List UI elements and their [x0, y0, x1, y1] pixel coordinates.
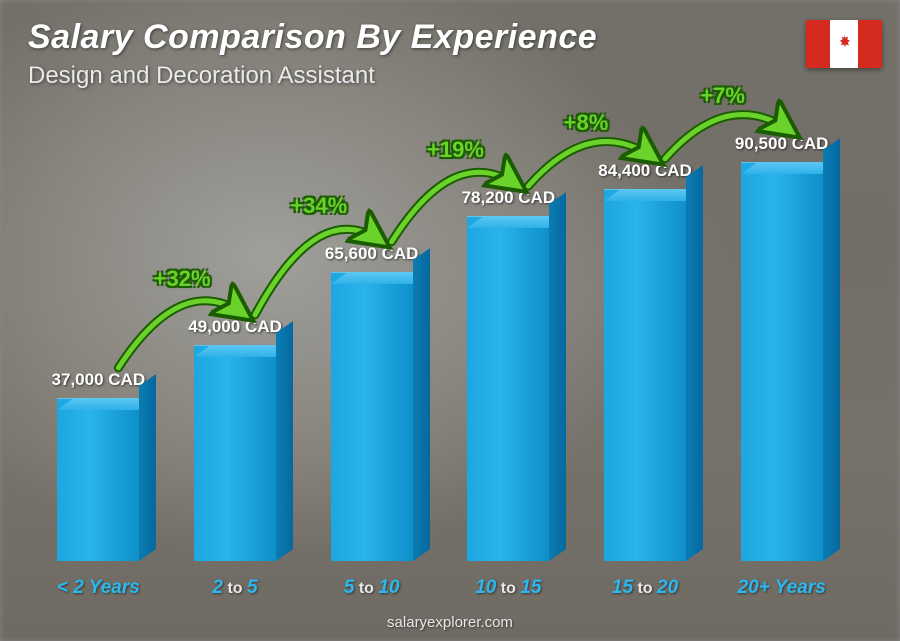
bar-front-face	[741, 162, 823, 561]
bar	[57, 398, 139, 561]
infographic-container: Salary Comparison By Experience Design a…	[0, 0, 900, 641]
bar-value-label: 78,200 CAD	[462, 188, 556, 208]
bar-group: 65,600 CAD	[303, 120, 440, 561]
bar-value-label: 37,000 CAD	[52, 370, 146, 390]
bar-value-label: 65,600 CAD	[325, 244, 419, 264]
chart-title: Salary Comparison By Experience	[28, 18, 597, 57]
x-axis-labels: < 2 Years2 to 55 to 1010 to 1515 to 2020…	[30, 577, 850, 599]
bar-side-face	[823, 138, 840, 561]
x-label: 20+ Years	[713, 577, 850, 599]
bar-side-face	[686, 165, 703, 561]
flag-right-band	[858, 20, 882, 68]
x-label: 5 to 10	[303, 577, 440, 599]
flag-left-band	[806, 20, 830, 68]
bar-chart: 37,000 CAD 49,000 CAD 65,600 CAD 78,200 …	[30, 120, 850, 561]
bar-front-face	[331, 272, 413, 561]
bar-front-face	[194, 345, 276, 561]
chart-subtitle: Design and Decoration Assistant	[28, 62, 375, 90]
bar-value-label: 49,000 CAD	[188, 317, 282, 337]
bar-group: 84,400 CAD	[577, 120, 714, 561]
bar	[741, 162, 823, 561]
bar-group: 90,500 CAD	[713, 120, 850, 561]
bar	[604, 189, 686, 561]
bar-group: 37,000 CAD	[30, 120, 167, 561]
bar-side-face	[139, 374, 156, 561]
x-label: 2 to 5	[167, 577, 304, 599]
x-label: 15 to 20	[577, 577, 714, 599]
bar-front-face	[467, 216, 549, 561]
flag-center	[830, 20, 859, 68]
increase-percent-label: +7%	[700, 83, 745, 109]
country-flag	[806, 20, 882, 68]
bar-value-label: 84,400 CAD	[598, 161, 692, 181]
bar-front-face	[604, 189, 686, 561]
x-label: < 2 Years	[30, 577, 167, 599]
maple-leaf-icon	[833, 33, 855, 55]
bar	[331, 272, 413, 561]
bar	[467, 216, 549, 561]
footer-source: salaryexplorer.com	[0, 614, 900, 631]
bar-front-face	[57, 398, 139, 561]
bar-side-face	[276, 321, 293, 561]
bar-side-face	[413, 248, 430, 561]
bar-value-label: 90,500 CAD	[735, 134, 829, 154]
bar-side-face	[549, 192, 566, 561]
bar	[194, 345, 276, 561]
bar-group: 49,000 CAD	[167, 120, 304, 561]
x-label: 10 to 15	[440, 577, 577, 599]
bar-group: 78,200 CAD	[440, 120, 577, 561]
